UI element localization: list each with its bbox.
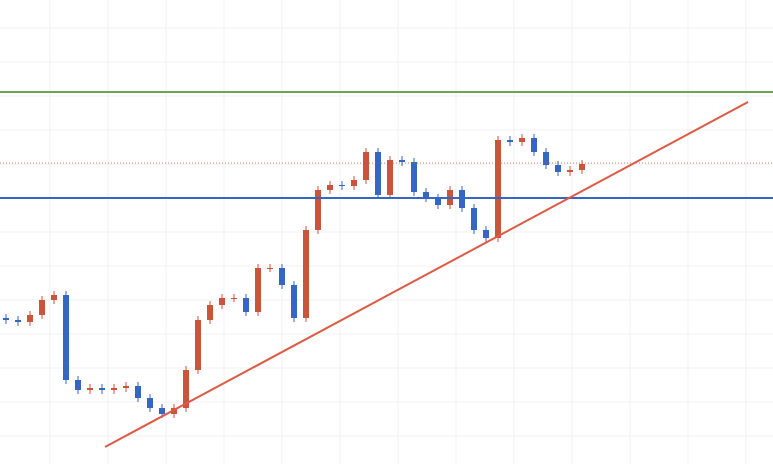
candle-body <box>219 298 225 305</box>
candle-body <box>279 268 285 285</box>
candle-body <box>315 190 321 230</box>
candle-body <box>75 380 81 390</box>
candle-body <box>399 160 405 162</box>
candle-body <box>579 164 585 170</box>
candle-body <box>519 138 525 142</box>
candle-body <box>147 398 153 408</box>
candle-body <box>27 315 33 322</box>
candle-body <box>99 388 105 390</box>
candle-body <box>135 386 141 398</box>
candle-body <box>111 388 117 390</box>
candle-body <box>411 162 417 192</box>
candle-body <box>483 230 489 238</box>
candle-body <box>351 180 357 186</box>
candle-body <box>63 295 69 380</box>
candle-body <box>15 320 21 322</box>
candle-body <box>507 140 513 142</box>
candle-body <box>3 318 9 320</box>
candle-body <box>375 152 381 195</box>
candle-body <box>291 285 297 318</box>
candle-body <box>339 185 345 186</box>
candle-body <box>255 268 261 312</box>
candle-body <box>435 198 441 205</box>
candle-body <box>531 138 537 152</box>
candle-body <box>327 185 333 190</box>
candle-body <box>495 140 501 238</box>
candle-body <box>363 152 369 180</box>
candle-body <box>267 268 273 269</box>
candle-body <box>159 408 165 414</box>
candle-body <box>51 295 57 300</box>
candle-body <box>471 208 477 230</box>
candle-body <box>183 370 189 408</box>
candle-body <box>543 152 549 165</box>
candle-body <box>207 305 213 320</box>
candle-body <box>387 160 393 195</box>
candle-body <box>243 298 249 312</box>
candle-body <box>87 388 93 390</box>
candle-body <box>231 298 237 299</box>
trendline <box>104 101 749 448</box>
candle-body <box>303 230 309 318</box>
candle-body <box>39 300 45 315</box>
candle-body <box>555 165 561 172</box>
candle-body <box>195 320 201 370</box>
candle-body <box>123 386 129 388</box>
candle-body <box>567 170 573 172</box>
candle-body <box>423 192 429 198</box>
